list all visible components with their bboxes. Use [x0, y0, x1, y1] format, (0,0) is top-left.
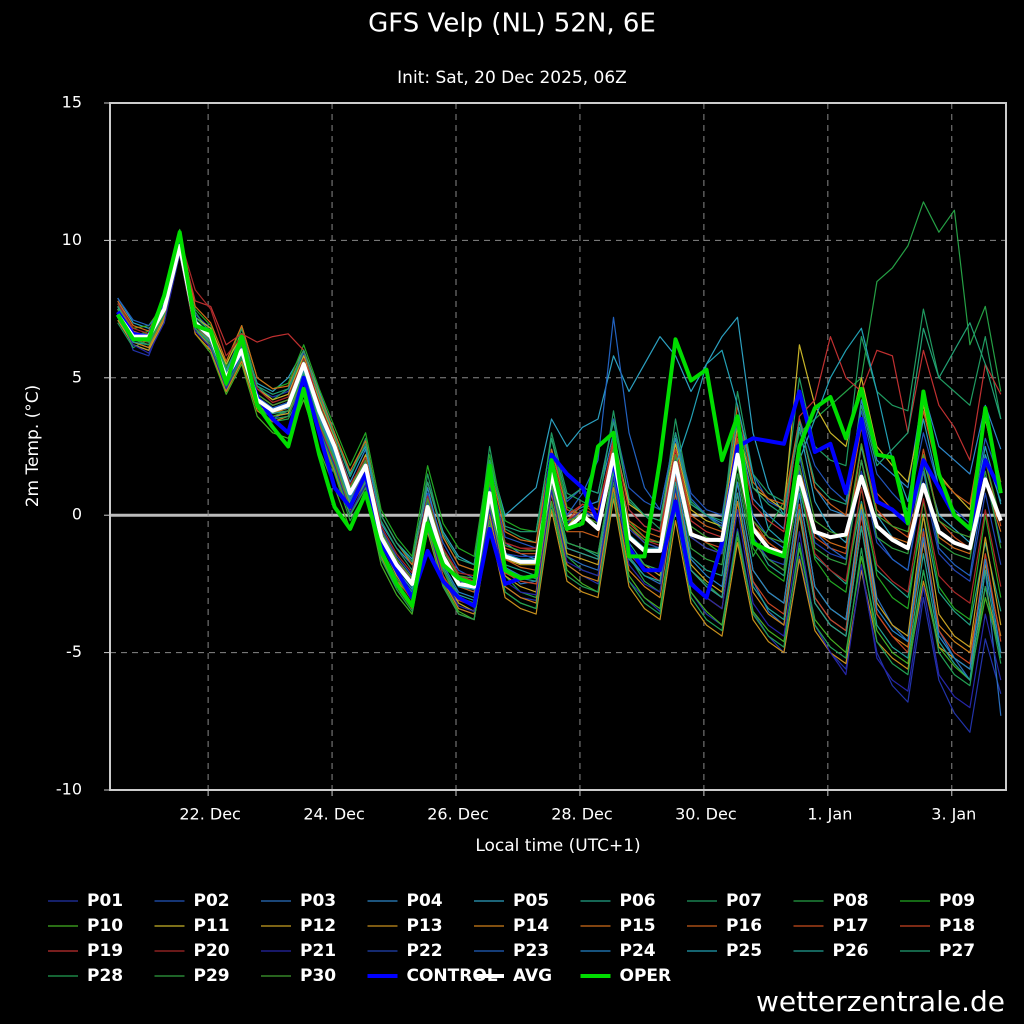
watermark: wetterzentrale.de — [756, 985, 1005, 1018]
y-tick-label: 5 — [72, 367, 82, 386]
legend-label: P28 — [87, 966, 123, 986]
legend-label: P12 — [300, 916, 336, 936]
plot-area: -10 -5 0 5 10 15 22. Dec 24. Dec 26. Dec 28. Dec 3… — [56, 93, 1007, 824]
y-tick-label: -5 — [66, 642, 82, 661]
legend-label: P21 — [300, 941, 336, 961]
series-line — [116, 238, 1003, 608]
y-tick-label: 15 — [62, 93, 82, 112]
legend-label: P25 — [726, 941, 762, 961]
legend-label: OPER — [620, 966, 672, 986]
legend-label: P13 — [407, 916, 443, 936]
legend-label: P05 — [513, 891, 549, 911]
legend-label: P02 — [194, 891, 230, 911]
legend-label: P29 — [194, 966, 230, 986]
legend-label: P06 — [620, 891, 656, 911]
legend: P01 P02 P03 P04 P05 P06 P07 P08 P09 P10 P11 P12 P13 P… — [48, 891, 975, 986]
legend-label: P18 — [939, 916, 975, 936]
legend-label: CONTROL — [407, 966, 498, 986]
x-tick-label: 3. Jan — [931, 805, 976, 824]
y-tick-label: -10 — [56, 780, 82, 799]
legend-label: P26 — [833, 941, 869, 961]
y-tick-label: 10 — [62, 230, 82, 249]
legend-label: P23 — [513, 941, 549, 961]
series-line — [116, 230, 1003, 608]
series-line — [117, 239, 1002, 582]
legend-label: P30 — [300, 966, 336, 986]
legend-label: P19 — [87, 941, 123, 961]
legend-label: P01 — [87, 891, 123, 911]
legend-label: P22 — [407, 941, 443, 961]
legend-label: AVG — [513, 966, 552, 986]
y-tick-label: 0 — [72, 505, 82, 524]
x-tick-label: 22. Dec — [179, 805, 241, 824]
legend-label: P27 — [939, 941, 975, 961]
x-axis-label: Local time (UTC+1) — [475, 836, 640, 856]
legend-label: P09 — [939, 891, 975, 911]
x-tick-label: 28. Dec — [551, 805, 613, 824]
legend-label: P07 — [726, 891, 762, 911]
legend-label: P10 — [87, 916, 123, 936]
legend-label: P11 — [194, 916, 230, 936]
legend-label: P04 — [407, 891, 443, 911]
x-tick-label: 1. Jan — [807, 805, 852, 824]
legend-label: P17 — [833, 916, 869, 936]
plot-frame — [109, 102, 1007, 791]
x-tick-label: 26. Dec — [427, 805, 489, 824]
legend-label: P15 — [620, 916, 656, 936]
x-tick-label: 30. Dec — [675, 805, 737, 824]
legend-label: P14 — [513, 916, 549, 936]
legend-label: P24 — [620, 941, 656, 961]
chart-title: GFS Velp (NL) 52N, 6E — [368, 9, 656, 39]
x-tick-label: 24. Dec — [303, 805, 365, 824]
chart-subtitle: Init: Sat, 20 Dec 2025, 06Z — [397, 68, 627, 88]
y-axis-label: 2m Temp. (°C) — [23, 385, 43, 508]
legend-label: P16 — [726, 916, 762, 936]
legend-label: P08 — [833, 891, 869, 911]
legend-label: P20 — [194, 941, 230, 961]
legend-label: P03 — [300, 891, 336, 911]
series-line — [117, 250, 1002, 687]
